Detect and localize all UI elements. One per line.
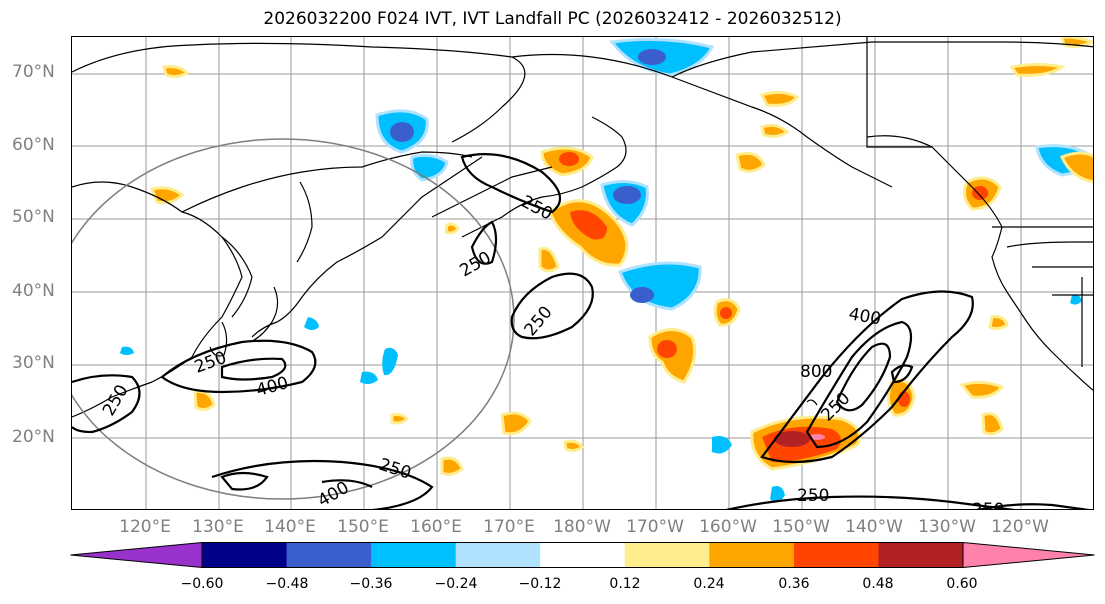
lat-label-40n: 40°N xyxy=(12,281,55,301)
lat-label-20n: 20°N xyxy=(12,427,55,447)
lon-label-130w: 130°W xyxy=(918,517,976,537)
colorbar-segment xyxy=(202,542,288,568)
lon-label-150w: 150°W xyxy=(772,517,830,537)
lon-label-180w: 180°W xyxy=(553,517,611,537)
colorbar-segment xyxy=(286,542,372,568)
colorbar-tick: 0.60 xyxy=(946,576,978,592)
contour-label: 800 xyxy=(800,362,832,382)
lon-label-170e: 170°E xyxy=(483,517,535,537)
colorbar-extension-high xyxy=(963,542,1095,568)
lon-label-120e: 120°E xyxy=(119,517,171,537)
contour-label: 250 xyxy=(972,500,1004,510)
colorbar-tick: 0.24 xyxy=(693,576,725,592)
colorbar-tick: −0.24 xyxy=(434,576,478,592)
figure-title: 2026032200 F024 IVT, IVT Landfall PC (20… xyxy=(263,9,842,29)
lon-label-140e: 140°E xyxy=(264,517,316,537)
lon-label-140w: 140°W xyxy=(845,517,903,537)
coastlines xyxy=(72,37,1093,418)
contour-label: 400 xyxy=(847,304,882,329)
colorbar-segment xyxy=(624,542,710,568)
contour-label: 400 xyxy=(254,373,291,401)
landfall-circle xyxy=(72,138,515,500)
lon-label-170w: 170°W xyxy=(626,517,684,537)
contour-label: 400 xyxy=(315,478,353,510)
colorbar-segment xyxy=(878,542,964,568)
contour-label: 250 xyxy=(457,248,495,282)
colorbar-tick: −0.36 xyxy=(349,576,393,592)
lon-label-160e: 160°E xyxy=(410,517,462,537)
lat-label-70n: 70°N xyxy=(12,62,55,82)
colorbar-tick: 0.12 xyxy=(609,576,641,592)
lon-label-160w: 160°W xyxy=(699,517,757,537)
contour-label: 250 xyxy=(518,192,556,225)
contour-labels: 250 250 250 250 250 400 250 250 400 400 … xyxy=(99,192,1004,510)
colorbar-segment xyxy=(371,542,457,568)
contour-label: 250 xyxy=(99,381,133,419)
colorbar-tick: −0.48 xyxy=(265,576,309,592)
colorbar-tick: −0.12 xyxy=(518,576,562,592)
colorbar-segment xyxy=(793,542,879,568)
colorbar-tick: −0.60 xyxy=(180,576,224,592)
colorbar-extension-low xyxy=(70,542,202,568)
contour-label: 250 xyxy=(376,455,413,484)
ivt-contours xyxy=(72,153,1090,509)
colorbar xyxy=(70,542,1095,568)
lon-label-150e: 150°E xyxy=(337,517,389,537)
map-gridlines xyxy=(72,37,1093,509)
colorbar-segment xyxy=(455,542,541,568)
lat-label-60n: 60°N xyxy=(12,135,55,155)
ivt-map: 250 250 250 250 250 400 250 250 400 400 … xyxy=(71,36,1094,510)
colorbar-tick: 0.36 xyxy=(778,576,810,592)
lat-label-50n: 50°N xyxy=(12,207,55,227)
lon-label-120w: 120°W xyxy=(991,517,1049,537)
contour-label: 250 xyxy=(797,486,829,506)
ivt-shading xyxy=(120,37,1093,503)
colorbar-segment xyxy=(709,542,795,568)
contour-label: 250 xyxy=(192,348,229,378)
lat-label-30n: 30°N xyxy=(12,353,55,373)
colorbar-segment xyxy=(540,542,626,568)
lon-label-130e: 130°E xyxy=(192,517,244,537)
colorbar-tick: 0.48 xyxy=(862,576,894,592)
